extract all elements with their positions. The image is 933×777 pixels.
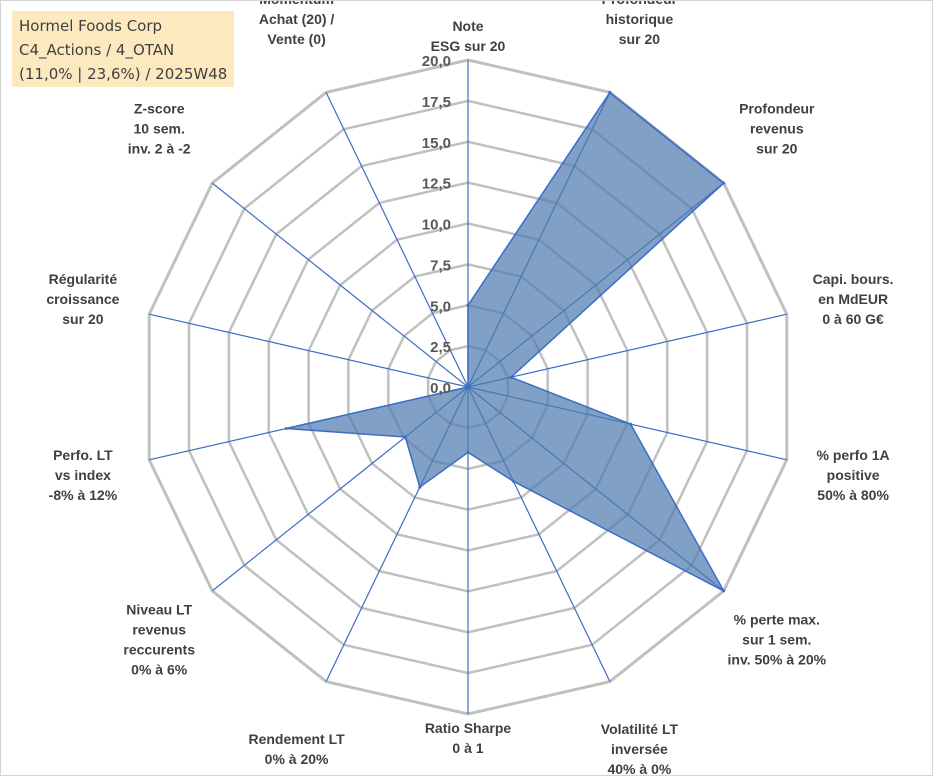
axis-label: Ratio Sharpe bbox=[425, 720, 512, 736]
tick-label: 5,0 bbox=[430, 298, 451, 315]
series-point bbox=[511, 479, 515, 483]
axis-label: 0 à 1 bbox=[452, 740, 483, 756]
tick-label: 0,0 bbox=[430, 380, 451, 397]
series-point bbox=[722, 181, 726, 185]
radar-spoke bbox=[149, 313, 469, 388]
series-point bbox=[466, 303, 470, 307]
axis-label: 10 sem. bbox=[134, 121, 185, 137]
axis-label: inversée bbox=[611, 741, 668, 757]
axis-label: Note bbox=[452, 18, 483, 34]
axis-label: Régularité bbox=[49, 271, 118, 287]
radar-series bbox=[284, 90, 726, 593]
series-point bbox=[608, 90, 612, 94]
axis-label: Perfo. LT bbox=[53, 447, 113, 463]
series-point bbox=[509, 375, 513, 379]
tick-label: 10,0 bbox=[422, 217, 451, 234]
axis-label: 0% à 20% bbox=[265, 751, 329, 767]
axis-label: inv. 50% à 20% bbox=[728, 651, 827, 667]
axis-label: Momentum bbox=[259, 1, 334, 7]
axis-label: Niveau LT bbox=[126, 601, 192, 617]
axis-label: Achat (20) / bbox=[259, 11, 335, 27]
performance-week: (11,0% | 23,6%) / 2025W48 bbox=[19, 65, 228, 83]
tick-label: 12,5 bbox=[422, 176, 451, 193]
axis-label: Volatilité LT bbox=[601, 721, 679, 737]
series-area bbox=[285, 91, 725, 592]
axis-label: % perfo 1A bbox=[817, 447, 890, 463]
series-point bbox=[466, 385, 470, 389]
tick-label: 7,5 bbox=[430, 257, 451, 274]
axis-label: revenus bbox=[132, 621, 186, 637]
axis-label: revenus bbox=[750, 121, 804, 137]
radar-axis-labels: Note ESG sur 20 Profondeur historique sur 20… bbox=[46, 1, 893, 777]
axis-label: sur 1 sem. bbox=[742, 631, 811, 647]
axis-label: positive bbox=[827, 467, 880, 483]
axis-label: sur 20 bbox=[756, 141, 797, 157]
axis-label: historique bbox=[606, 11, 674, 27]
series-point bbox=[466, 450, 470, 454]
axis-label: % perte max. bbox=[734, 611, 820, 627]
tick-label: 17,5 bbox=[422, 94, 451, 111]
series-point bbox=[722, 589, 726, 593]
radar-spoke bbox=[325, 92, 469, 388]
axis-label: 0% à 6% bbox=[131, 661, 188, 677]
axis-label: Vente (0) bbox=[267, 31, 325, 47]
axis-label: -8% à 12% bbox=[49, 487, 118, 503]
series-point bbox=[403, 435, 407, 439]
axis-label: inv. 2 à -2 bbox=[128, 141, 191, 157]
axis-label: reccurents bbox=[123, 641, 195, 657]
axis-label: Profondeur bbox=[602, 1, 678, 7]
axis-label: 50% à 80% bbox=[817, 487, 889, 503]
axis-label: sur 20 bbox=[62, 311, 103, 327]
tick-label: 2,5 bbox=[430, 339, 451, 356]
info-box: Hormel Foods Corp C4_Actions / 4_OTAN (1… bbox=[12, 11, 234, 87]
series-point bbox=[418, 485, 422, 489]
series-point bbox=[284, 427, 288, 430]
tick-label: 20,0 bbox=[422, 53, 451, 70]
portfolio-code: C4_Actions / 4_OTAN bbox=[19, 41, 175, 59]
series-point bbox=[629, 422, 633, 426]
axis-label: ESG sur 20 bbox=[431, 38, 506, 54]
tick-label: 15,0 bbox=[422, 135, 451, 152]
axis-label: croissance bbox=[46, 291, 119, 307]
axis-label: 40% à 0% bbox=[607, 761, 671, 777]
axis-label: Profondeur bbox=[739, 101, 815, 117]
axis-label: en MdEUR bbox=[818, 291, 888, 307]
axis-label: Z-score bbox=[134, 101, 185, 117]
axis-label: 0 à 60 G€ bbox=[822, 311, 884, 327]
company-name: Hormel Foods Corp bbox=[19, 17, 163, 35]
axis-label: vs index bbox=[55, 467, 111, 483]
axis-label: sur 20 bbox=[619, 31, 660, 47]
axis-label: Rendement LT bbox=[248, 731, 345, 747]
radar-spoke bbox=[211, 182, 469, 388]
axis-label: Capi. bours. bbox=[813, 271, 894, 287]
radar-spoke bbox=[467, 313, 787, 388]
radar-tick-labels: 0,0 2,5 5,0 7,5 10,0 12,5 15,0 17,5 20,0 bbox=[422, 53, 451, 397]
